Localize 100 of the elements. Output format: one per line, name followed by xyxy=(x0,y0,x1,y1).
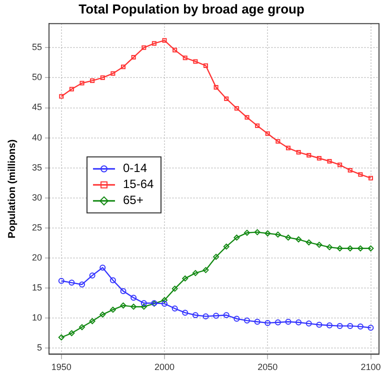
point xyxy=(326,244,332,250)
point xyxy=(244,230,250,236)
point xyxy=(182,310,188,316)
point xyxy=(306,152,312,158)
point xyxy=(223,312,230,318)
point xyxy=(336,322,343,329)
point xyxy=(110,71,116,76)
point xyxy=(244,318,250,324)
point xyxy=(368,324,374,331)
point xyxy=(316,322,322,328)
point xyxy=(347,245,354,252)
point xyxy=(244,115,250,120)
point xyxy=(254,229,260,236)
point xyxy=(202,267,209,274)
y-tick-label: 20 xyxy=(32,252,42,263)
point xyxy=(59,94,64,99)
point xyxy=(162,297,168,304)
point xyxy=(140,304,147,310)
y-tick-label: 50 xyxy=(32,72,42,82)
point xyxy=(131,54,136,60)
point xyxy=(234,234,240,241)
point xyxy=(192,270,198,276)
point xyxy=(264,230,271,236)
point xyxy=(213,254,220,260)
x-tick-label: 2100 xyxy=(360,362,381,372)
point xyxy=(100,75,105,80)
point xyxy=(358,172,363,177)
point xyxy=(224,96,229,102)
y-tick-label: 15 xyxy=(32,282,42,293)
point xyxy=(274,232,281,238)
point xyxy=(286,146,291,150)
point xyxy=(357,324,364,330)
y-axis-title: Population (millions) xyxy=(6,139,18,238)
point xyxy=(254,318,260,325)
point xyxy=(357,245,364,252)
point xyxy=(368,245,374,252)
point xyxy=(316,242,322,248)
y-tick-label: 5 xyxy=(36,342,42,353)
point xyxy=(348,168,352,173)
point xyxy=(58,334,64,340)
point xyxy=(58,278,64,284)
x-tick-label: 2000 xyxy=(154,362,175,372)
point xyxy=(140,300,147,306)
point xyxy=(327,158,332,164)
point xyxy=(79,324,85,330)
point xyxy=(172,306,178,312)
point xyxy=(234,316,240,322)
point xyxy=(192,312,198,318)
point xyxy=(368,176,374,180)
y-tick-label: 35 xyxy=(32,162,42,172)
point xyxy=(110,277,116,284)
point xyxy=(172,48,178,52)
point xyxy=(172,286,178,292)
point xyxy=(296,236,302,242)
point xyxy=(69,86,74,92)
y-tick-label: 55 xyxy=(32,42,42,52)
point xyxy=(152,41,156,46)
point xyxy=(162,38,167,43)
point xyxy=(306,320,312,327)
point xyxy=(193,59,198,64)
point xyxy=(89,272,96,278)
point xyxy=(326,322,332,328)
y-tick-label: 40 xyxy=(32,132,42,142)
point xyxy=(285,318,292,325)
legend-label: 15-64 xyxy=(123,177,154,192)
point xyxy=(214,85,218,90)
point xyxy=(68,330,75,336)
point xyxy=(264,320,271,326)
point xyxy=(182,275,188,282)
point xyxy=(130,304,137,310)
y-tick-label: 10 xyxy=(32,312,42,323)
y-tick-label: 45 xyxy=(32,102,42,112)
x-tick-label: 1950 xyxy=(51,362,72,372)
point xyxy=(142,45,146,50)
point xyxy=(100,264,106,271)
point xyxy=(285,234,292,241)
point xyxy=(120,288,126,294)
point xyxy=(213,312,220,319)
y-tick-label: 25 xyxy=(32,222,42,232)
point xyxy=(110,306,116,313)
y-tick-label: 30 xyxy=(32,192,42,202)
point xyxy=(306,239,312,246)
point xyxy=(255,124,260,128)
point xyxy=(120,64,126,70)
point xyxy=(223,244,230,250)
point xyxy=(68,280,75,286)
chart-title: Total Population by broad age group xyxy=(78,1,304,16)
point xyxy=(347,322,354,329)
point xyxy=(162,300,168,307)
legend-label: 65+ xyxy=(123,193,144,208)
point xyxy=(80,80,84,86)
point xyxy=(130,294,137,301)
point xyxy=(79,281,85,288)
point xyxy=(182,56,188,60)
point xyxy=(296,150,301,154)
point xyxy=(338,162,342,168)
point xyxy=(296,319,302,326)
point xyxy=(120,302,126,309)
point xyxy=(276,139,280,144)
point xyxy=(265,131,270,136)
